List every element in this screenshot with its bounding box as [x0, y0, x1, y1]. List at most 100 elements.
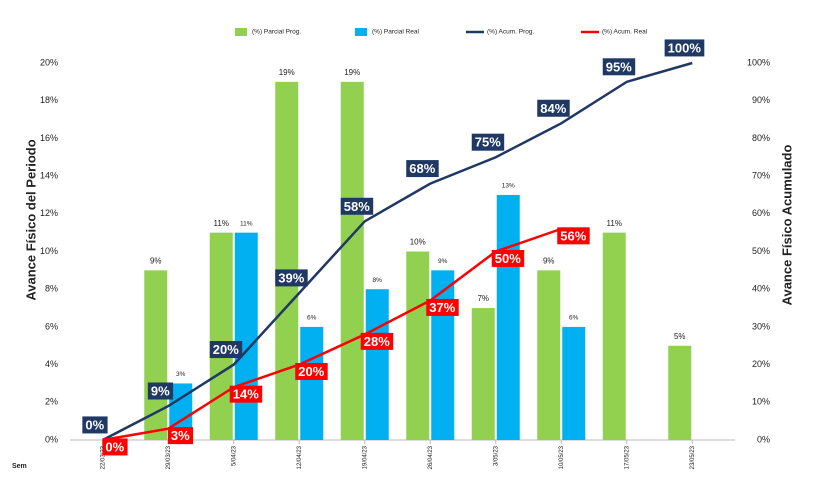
data-label-text: 14% — [233, 387, 259, 402]
y-axis-title: Avance Físico del Periodo — [23, 139, 38, 300]
x-tick-label: 5/04/23 — [231, 445, 237, 466]
data-label-box — [491, 249, 525, 267]
legend-swatch — [235, 28, 247, 36]
data-label: 39% — [275, 269, 308, 287]
bar — [471, 308, 495, 440]
data-label-text: 84% — [540, 101, 566, 116]
bar-value-label: 19% — [279, 68, 295, 77]
bar — [668, 345, 692, 440]
data-label-box — [275, 269, 308, 287]
data-label-box — [537, 99, 570, 117]
bar-value-label: 11% — [214, 219, 229, 228]
data-label-text: 50% — [495, 251, 521, 266]
x-tick-label: 12/04/23 — [297, 445, 303, 469]
x-tick-label: 17/05/23 — [624, 445, 630, 469]
bar-value-label: 9% — [543, 256, 555, 265]
bar-value-label: 6% — [307, 315, 317, 322]
bar-value-label: 8% — [373, 277, 383, 284]
data-label: 0% — [102, 438, 128, 456]
data-label-text: 56% — [560, 228, 586, 243]
data-label-text: 9% — [151, 384, 170, 399]
line — [102, 61, 693, 442]
y2-tick-label: 90% — [752, 95, 770, 105]
bar — [562, 326, 586, 440]
data-label-text: 37% — [429, 300, 455, 315]
data-label-box — [167, 427, 194, 445]
y-tick-label: 0% — [45, 434, 58, 444]
y2-tick-label: 0% — [757, 434, 770, 444]
legend-label: (%) Parcial Prog. — [252, 29, 301, 36]
data-label-box — [664, 39, 705, 57]
bar-value-label: 9% — [150, 256, 162, 265]
data-label-text: 95% — [606, 59, 632, 74]
bar — [340, 81, 364, 440]
bar-value-label: 13% — [502, 183, 515, 190]
data-label: 28% — [360, 332, 394, 350]
data-label-text: 0% — [85, 417, 104, 432]
data-label-box — [82, 416, 108, 434]
y-tick-label: 2% — [45, 397, 58, 407]
data-label-text: 28% — [364, 334, 390, 349]
data-label: 95% — [602, 58, 636, 76]
bar-value-label: 5% — [674, 332, 686, 341]
y-tick-label: 18% — [40, 95, 58, 105]
data-label: 58% — [340, 197, 374, 215]
y2-tick-label: 100% — [747, 57, 770, 67]
data-label-box — [295, 363, 328, 381]
y2-tick-label: 30% — [752, 321, 770, 331]
bar-value-label: 11% — [240, 220, 253, 227]
y-tick-label: 20% — [40, 57, 58, 67]
bar-value-label: 9% — [438, 258, 448, 265]
data-label-text: 3% — [171, 428, 190, 443]
data-label-text: 75% — [475, 135, 501, 150]
x-tick-label: 29/03/23 — [166, 445, 172, 469]
line — [102, 227, 562, 442]
data-label-box — [426, 298, 459, 316]
y2-tick-label: 60% — [752, 208, 770, 218]
x-tick-label: 22/03/23 — [100, 445, 106, 469]
y2-tick-label: 50% — [752, 246, 770, 256]
legend-label: (%) Parcial Real — [372, 29, 420, 36]
bar-value-label: 7% — [477, 294, 489, 303]
data-label-box — [602, 58, 636, 76]
bar — [537, 270, 561, 440]
x-tick-label: 3/05/23 — [493, 445, 499, 466]
y2-axis-title: Avance Físico Acumulado — [779, 145, 794, 306]
data-label-text: 0% — [105, 439, 124, 454]
y2-tick-label: 80% — [752, 133, 770, 143]
legend-label: (%) Acum. Real — [602, 29, 648, 36]
data-label: 75% — [471, 133, 505, 151]
data-label: 20% — [295, 363, 328, 381]
y2-tick-label: 10% — [752, 397, 770, 407]
data-label-box — [360, 332, 394, 350]
data-label-text: 39% — [278, 270, 304, 285]
data-label: 84% — [537, 99, 570, 117]
y-tick-label: 8% — [45, 284, 58, 294]
data-label-text: 20% — [213, 342, 239, 357]
data-label: 14% — [229, 385, 263, 403]
bar-value-label: 10% — [410, 238, 426, 247]
bar-value-label: 11% — [607, 219, 622, 228]
bar — [144, 270, 168, 440]
y-tick-label: 16% — [40, 133, 58, 143]
y-tick-label: 10% — [40, 246, 58, 256]
data-label-box — [209, 341, 243, 359]
bar-value-label: 6% — [569, 315, 579, 322]
bar — [496, 194, 520, 440]
x-tick-label: 23/05/23 — [690, 445, 696, 469]
legend-swatch — [355, 28, 367, 36]
bar — [275, 81, 299, 440]
bar — [406, 251, 430, 440]
data-label-text: 100% — [668, 40, 702, 55]
x-axis-title: Sem — [12, 463, 27, 470]
data-label-text: 58% — [344, 199, 370, 214]
y2-tick-label: 40% — [752, 284, 770, 294]
data-label-box — [406, 160, 439, 178]
data-label-box — [340, 197, 374, 215]
bar — [365, 289, 389, 440]
data-label-box — [229, 385, 263, 403]
bar-value-label: 19% — [344, 68, 360, 77]
x-tick-label: 10/05/23 — [559, 445, 565, 469]
data-label-box — [102, 438, 128, 456]
